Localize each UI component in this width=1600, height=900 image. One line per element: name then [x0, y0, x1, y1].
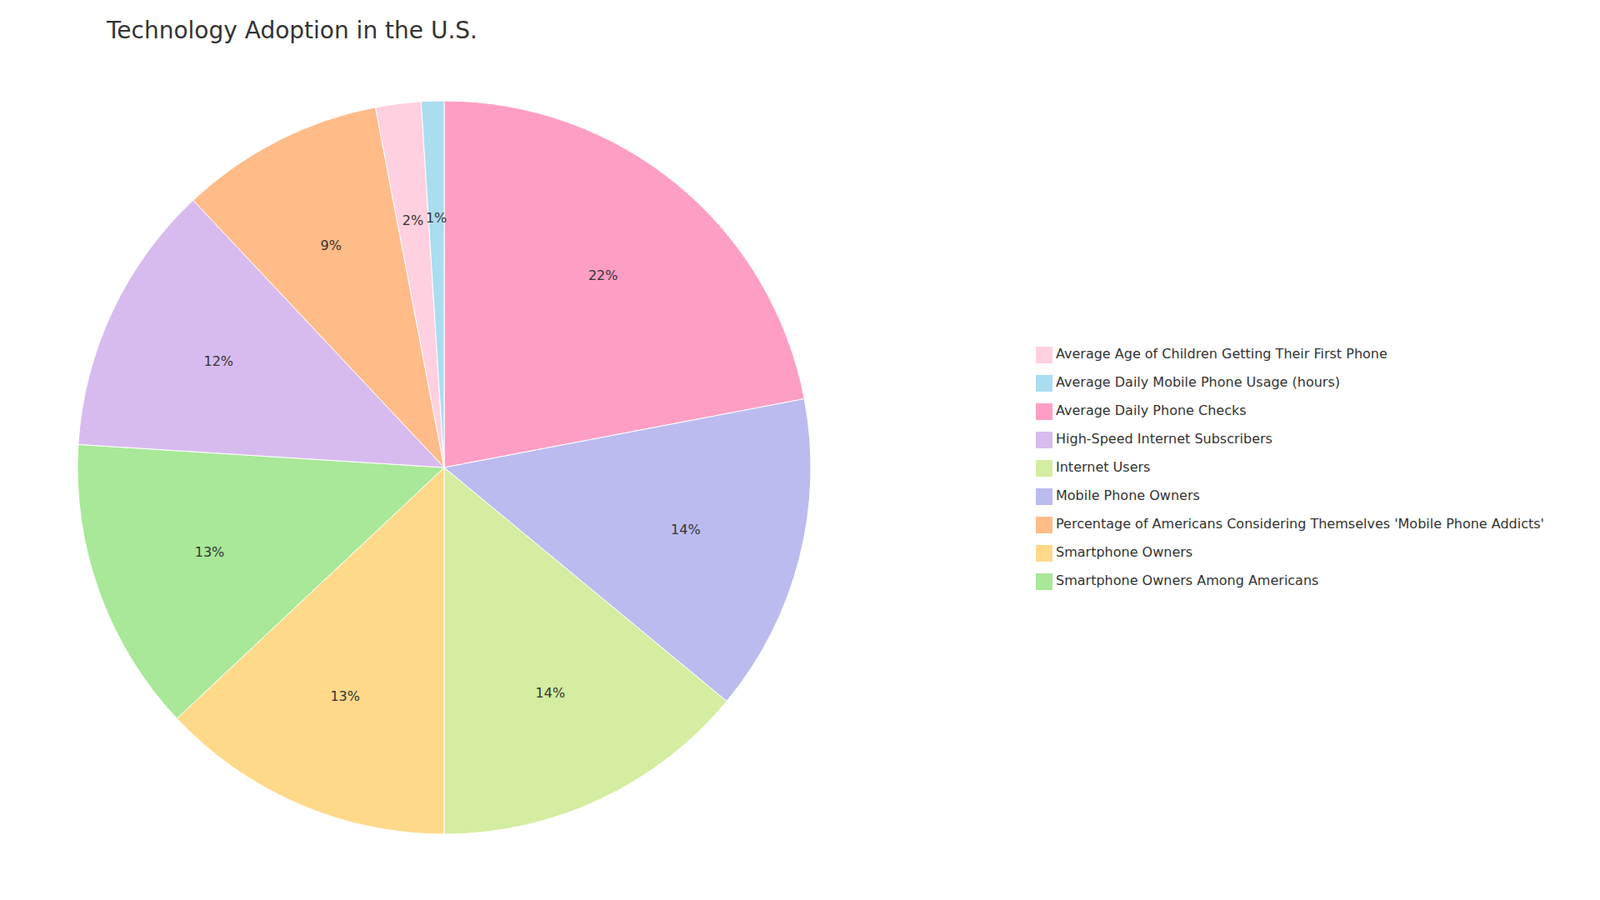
svg-text:2%: 2%	[402, 212, 424, 229]
svg-text:12%: 12%	[203, 353, 234, 370]
svg-text:22%: 22%	[588, 267, 619, 284]
svg-text:1%: 1%	[425, 210, 447, 226]
html-text:Smartphone Owners Among Americ: Smartphone Owners Among Americans	[1055, 572, 1319, 589]
html-text:Internet Users: Internet Users	[1055, 459, 1151, 475]
html-text:Smartphone Owners: Smartphone Owners	[1055, 544, 1193, 560]
svg-text:9%: 9%	[320, 237, 341, 254]
html-text:Percentage of Americans Consid: Percentage of Americans Considering Them…	[1055, 515, 1545, 532]
html-text:High-Speed Internet Subscriber: High-Speed Internet Subscribers	[1055, 430, 1273, 447]
svg-text:13%: 13%	[195, 544, 225, 560]
svg-text:14%: 14%	[535, 685, 566, 701]
html-text:Mobile Phone Owners: Mobile Phone Owners	[1055, 487, 1200, 504]
html-text:Technology Adoption in the U.S: Technology Adoption in the U.S.	[106, 16, 478, 45]
svg-text:14%: 14%	[670, 521, 701, 538]
html-text:Average Age of Children Gettin: Average Age of Children Getting Their Fi…	[1055, 345, 1388, 362]
html-text:Average Daily Mobile Phone Usa: Average Daily Mobile Phone Usage (hours)	[1055, 374, 1340, 390]
html-text:Average Daily Phone Checks: Average Daily Phone Checks	[1055, 402, 1247, 419]
svg-text:13%: 13%	[330, 688, 360, 705]
